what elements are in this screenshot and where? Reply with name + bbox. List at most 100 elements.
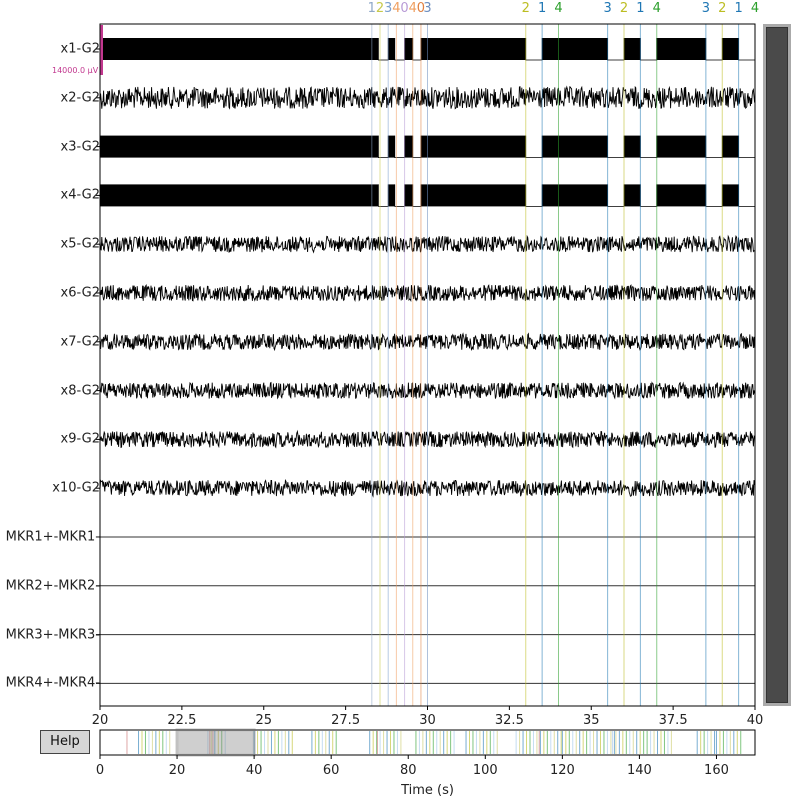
channel-label[interactable]: x10-G2: [52, 480, 100, 496]
scrollbar-thumb[interactable]: [766, 27, 788, 703]
x-axis-label: Time (s): [401, 783, 454, 798]
trace-block: [404, 38, 413, 60]
scale-bar-label: 14000.0 µV: [52, 66, 99, 75]
trace-square-wave: [705, 135, 723, 159]
trace-square-wave: [525, 184, 543, 207]
overview-x-tick-label: 100: [473, 763, 498, 778]
trace-square-wave: [738, 135, 756, 159]
event-label: 1: [636, 1, 644, 16]
overview-x-tick-label: 60: [323, 763, 340, 778]
overview-x-tick-label: 160: [704, 763, 729, 778]
channel-label[interactable]: MKR1+-MKR1-: [5, 529, 100, 545]
x-tick-label: 32.5: [495, 713, 524, 728]
event-label: 0: [417, 1, 425, 16]
trace-block: [624, 135, 641, 158]
event-label: 2: [718, 1, 726, 16]
channel-label[interactable]: MKR4+-MKR4-: [5, 675, 100, 691]
trace-block: [100, 38, 379, 60]
event-label: 2: [522, 1, 530, 16]
help-button[interactable]: Help: [40, 730, 90, 754]
event-label: 4: [554, 1, 562, 16]
channel-label[interactable]: x8-G2: [60, 383, 100, 399]
trace-square-wave: [738, 38, 756, 61]
trace-square-wave: [525, 38, 543, 61]
channel-label[interactable]: x9-G2: [60, 431, 100, 447]
overview-x-tick-label: 120: [550, 763, 575, 778]
trace-square-wave: [639, 38, 658, 61]
overview-x-tick-label: 20: [169, 763, 186, 778]
event-label: 1: [734, 1, 742, 16]
trace-block: [404, 135, 413, 158]
event-label: 4: [653, 1, 661, 16]
trace-block: [656, 135, 706, 158]
trace-block: [420, 135, 526, 158]
x-tick-label: 40: [747, 713, 764, 728]
trace-block: [542, 184, 608, 207]
event-label: 1: [368, 1, 376, 16]
event-label: 4: [409, 1, 417, 16]
trace-block: [420, 184, 526, 207]
trace-square-wave: [738, 184, 756, 207]
trace-block: [656, 38, 706, 60]
overview-view-window[interactable]: [175, 728, 256, 757]
trace-square-wave: [705, 184, 723, 207]
trace-block: [100, 135, 379, 158]
x-tick-label: 27.5: [331, 713, 360, 728]
trace-block: [722, 135, 739, 158]
channel-label[interactable]: x1-G2: [60, 41, 100, 57]
trace-block: [388, 184, 395, 207]
overview-x-tick-label: 40: [246, 763, 263, 778]
trace-block: [624, 184, 641, 207]
overview-bar[interactable]: [99, 729, 756, 756]
x-tick-label: 25: [255, 713, 272, 728]
channel-label[interactable]: x3-G2: [60, 139, 100, 155]
event-label: 2: [620, 1, 628, 16]
trace-block: [388, 38, 395, 60]
channel-label[interactable]: x2-G2: [60, 90, 100, 106]
event-label: 1: [538, 1, 546, 16]
trace-block: [542, 135, 608, 158]
trace-square-wave: [705, 38, 723, 61]
overview-x-tick-label: 140: [627, 763, 652, 778]
event-label: 3: [603, 1, 611, 16]
x-tick-label: 30: [419, 713, 436, 728]
trace-block: [420, 38, 526, 60]
event-label: 4: [392, 1, 400, 16]
x-tick-label: 20: [92, 713, 109, 728]
trace-block: [624, 38, 641, 60]
event-label: 3: [423, 1, 431, 16]
overview-x-tick-label: 80: [400, 763, 417, 778]
channel-label[interactable]: x4-G2: [60, 187, 100, 203]
overview-x-tick-label: 0: [96, 763, 104, 778]
trace-block: [656, 184, 706, 207]
trace-block: [100, 184, 379, 207]
event-label: 2: [376, 1, 384, 16]
channel-label[interactable]: x5-G2: [60, 236, 100, 252]
trace-square-wave: [607, 135, 625, 159]
trace-square-wave: [412, 135, 422, 159]
event-label: 4: [751, 1, 759, 16]
trace-block: [388, 135, 395, 158]
event-label: 3: [702, 1, 710, 16]
trace-square-wave: [607, 38, 625, 61]
x-tick-label: 37.5: [659, 713, 688, 728]
event-label: 3: [384, 1, 392, 16]
channel-label[interactable]: x6-G2: [60, 285, 100, 301]
x-tick-label: 22.5: [167, 713, 196, 728]
trace-block: [404, 184, 413, 207]
trace-block: [542, 38, 608, 60]
trace-square-wave: [525, 135, 543, 159]
trace-square-wave: [412, 184, 422, 207]
channel-label[interactable]: MKR3+-MKR3-: [5, 627, 100, 643]
trace-block: [722, 184, 739, 207]
channel-label[interactable]: x7-G2: [60, 334, 100, 350]
trace-square-wave: [639, 184, 658, 207]
x-tick-label: 35: [583, 713, 600, 728]
trace-block: [722, 38, 739, 60]
event-label: 0: [400, 1, 408, 16]
vertical-scrollbar[interactable]: [763, 24, 791, 706]
channel-label[interactable]: MKR2+-MKR2-: [5, 578, 100, 594]
trace-square-wave: [639, 135, 658, 159]
trace-square-wave: [412, 38, 422, 61]
